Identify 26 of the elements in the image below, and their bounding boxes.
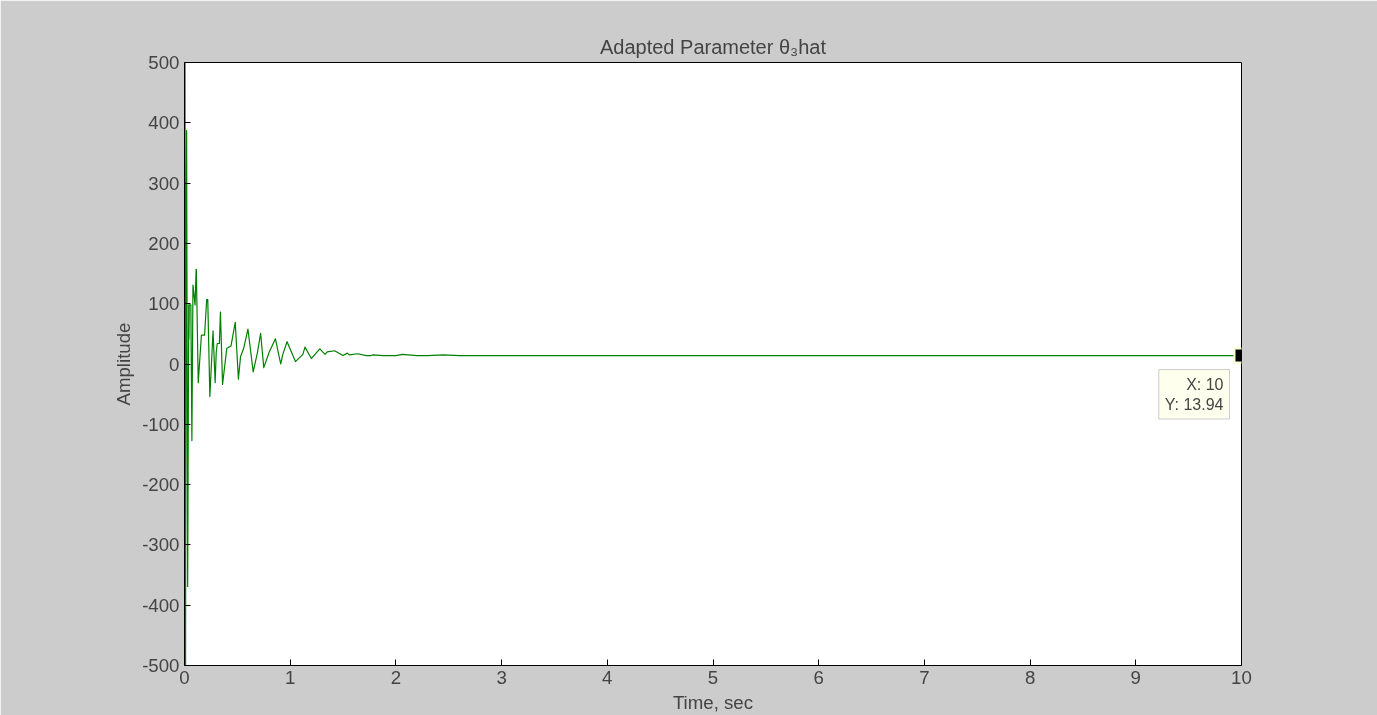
line-series	[184, 62, 1242, 666]
y-tick-label: -500	[142, 655, 180, 676]
x-tick-label: 4	[602, 666, 613, 688]
y-tick-label: 200	[148, 232, 180, 254]
x-tick-label: 7	[919, 666, 930, 688]
x-tick-label: 2	[390, 666, 402, 688]
y-axis-title: Amplitude	[113, 322, 135, 406]
y-tick-label: -300	[142, 534, 180, 556]
y-tick-label: 500	[148, 52, 180, 73]
y-tick-label: -400	[142, 594, 180, 616]
x-tick-label: 5	[707, 666, 719, 688]
y-tick-label: 400	[148, 112, 180, 134]
y-tick-label: 300	[148, 172, 180, 194]
x-axis-title: Time, sec	[672, 691, 754, 713]
annotation: X: 10 Y: 13.94	[1164, 375, 1224, 413]
y-tick-label: -100	[142, 413, 180, 435]
y-tick-label: 100	[148, 293, 180, 315]
x-tick-label: 10	[1231, 666, 1252, 688]
x-tick-label: 9	[1130, 666, 1141, 688]
chart-title: Adapted Parameter θ₃hat	[599, 35, 827, 58]
x-tick-label: 3	[496, 666, 507, 688]
y-tick-label: -200	[142, 474, 180, 496]
x-tick-label: 6	[813, 666, 824, 688]
x-tick-label: 1	[285, 666, 296, 688]
y-tick-label: 0	[169, 353, 180, 375]
x-tick-label: 8	[1024, 666, 1036, 688]
